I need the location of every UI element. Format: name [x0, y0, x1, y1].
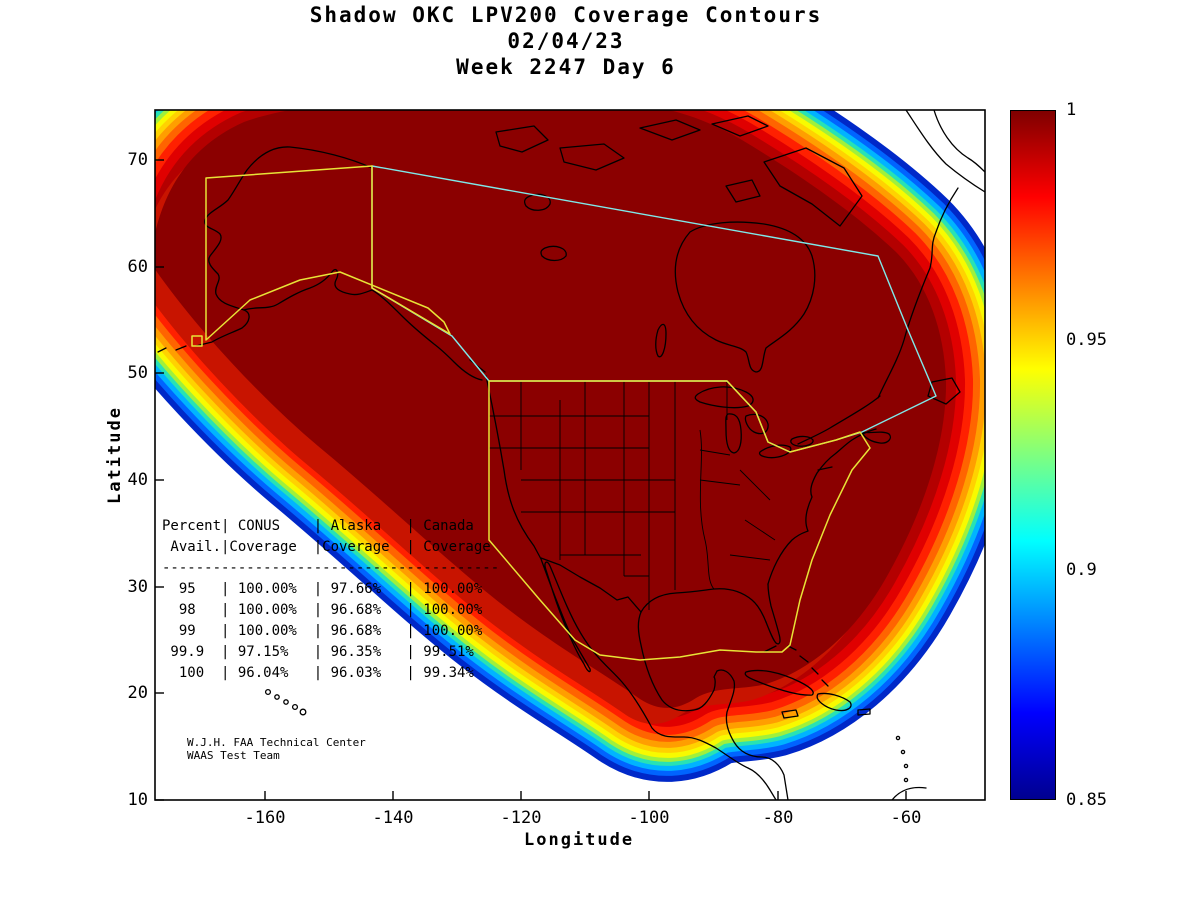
colorbar-tick-label: 0.95	[1066, 329, 1107, 350]
lake-winnipeg	[655, 323, 667, 358]
aleutians	[157, 345, 187, 353]
hawaii-island	[283, 699, 289, 705]
attribution-text: W.J.H. FAA Technical Center WAAS Test Te…	[187, 736, 366, 762]
plot-frame	[154, 109, 986, 801]
hudson-bay	[674, 221, 816, 373]
state-grid	[489, 381, 676, 610]
y-tick-label: 40	[127, 470, 148, 490]
hawaii-island	[291, 703, 299, 711]
y-tick-label: 30	[127, 577, 148, 597]
arctic-islets	[639, 115, 769, 141]
chart-date: 02/04/23	[507, 29, 625, 53]
southampton-island	[725, 179, 761, 203]
availability-table: Percent| CONUS | Alaska | Canada Avail.|…	[162, 518, 500, 681]
contour-interior-region	[155, 110, 947, 708]
coastline-florida	[765, 583, 781, 645]
lake-ontario	[790, 435, 814, 447]
banks-island	[495, 125, 549, 153]
colorbar-tick-label: 0.9	[1066, 560, 1097, 581]
chart-title: Shadow OKC LPV200 Coverage Contours	[309, 3, 823, 27]
great-slave-lake	[540, 245, 567, 262]
x-tick-label: -120	[500, 808, 542, 828]
hawaii-island	[299, 708, 307, 716]
conus-service-boundary	[488, 380, 871, 661]
chart-title-block: Shadow OKC LPV200 Coverage Contours 02/0…	[0, 2, 1132, 80]
hawaii-island	[264, 688, 272, 696]
colorbar-tick-label: 0.85	[1066, 790, 1107, 810]
coastline-alaska-south	[243, 268, 373, 311]
colorbar	[1010, 110, 1056, 800]
south-america-coast	[891, 786, 927, 800]
map-outlines	[157, 110, 985, 800]
cuba	[744, 669, 814, 696]
colorbar-tick-label: 1	[1066, 100, 1077, 120]
baffin-island	[763, 147, 863, 227]
y-tick-label: 60	[127, 257, 148, 277]
long-island	[817, 466, 833, 471]
x-tick-label: -160	[244, 808, 286, 828]
axis-tick-marks	[155, 159, 907, 801]
hawaii-island	[274, 694, 280, 700]
x-tick-label: -100	[628, 808, 670, 828]
chart-week-day: Week 2247 Day 6	[456, 55, 676, 79]
great-bear-lake	[523, 193, 551, 211]
x-tick-label: -60	[890, 808, 922, 828]
hispaniola	[816, 692, 852, 712]
alaska-service-boundary	[191, 165, 451, 347]
antilles-islet	[895, 735, 901, 741]
eastern-state-lines	[699, 381, 776, 561]
coastline-west	[485, 375, 777, 800]
antilles-islet	[903, 763, 909, 769]
st-lawrence	[797, 395, 881, 445]
lake-superior	[694, 386, 754, 409]
bahamas	[787, 645, 829, 687]
us-mexico-border	[540, 557, 642, 613]
nova-scotia	[861, 431, 892, 444]
coastline-labrador	[877, 187, 959, 399]
alaska-panhandle	[371, 289, 483, 381]
y-tick-label: 20	[127, 683, 148, 703]
y-tick-label: 70	[127, 150, 148, 170]
lake-michigan	[725, 413, 742, 454]
y-tick-label: 10	[127, 790, 148, 810]
x-axis-label: Longitude	[524, 830, 635, 850]
mississippi-river	[699, 429, 715, 590]
x-tick-label: -80	[762, 808, 794, 828]
coastline-east	[767, 428, 877, 585]
y-axis-label: Latitude	[104, 406, 125, 504]
puerto-rico	[857, 708, 871, 716]
newfoundland	[927, 377, 961, 405]
service-volume-boundaries	[191, 165, 937, 661]
greenland-coast	[905, 110, 985, 193]
y-tick-label: 50	[127, 363, 148, 383]
antilles-islet	[903, 777, 909, 783]
victoria-island	[559, 143, 625, 171]
coastline-gulf-west	[637, 611, 789, 800]
x-tick-label: -140	[372, 808, 414, 828]
florida-keys	[763, 645, 777, 653]
jamaica	[781, 709, 799, 719]
antilles-islet	[900, 749, 906, 755]
coastline-alaska-north	[195, 146, 373, 347]
